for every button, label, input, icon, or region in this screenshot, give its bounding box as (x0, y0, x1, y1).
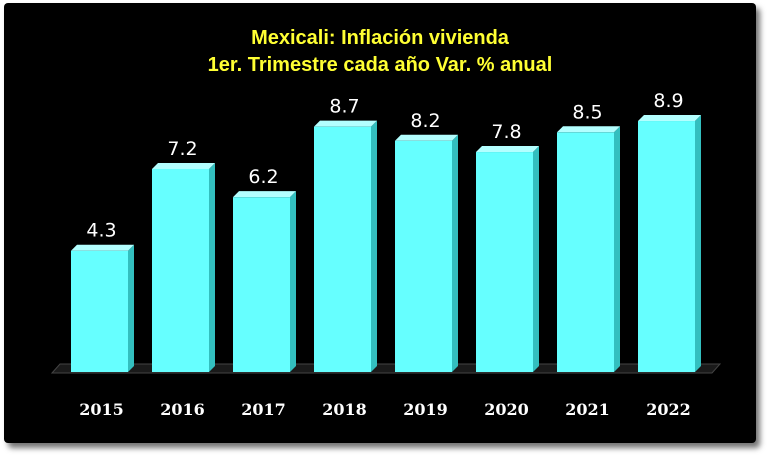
bar-front (152, 168, 209, 372)
bar-side (695, 115, 701, 373)
bar-front (638, 121, 695, 373)
chart-title: Mexicali: Inflación vivienda (251, 27, 509, 49)
value-label-2022: 8.9 (653, 90, 683, 112)
value-label-2021: 8.5 (572, 101, 602, 123)
bar-side (614, 126, 620, 372)
bar-side (371, 120, 377, 372)
x-tick-label-2016: 2016 (160, 400, 205, 419)
bar-front (395, 140, 452, 372)
bar-2016 (152, 162, 215, 372)
x-tick-label-2019: 2019 (403, 400, 448, 419)
x-tick-label-2022: 2022 (646, 400, 691, 419)
bar-side (290, 191, 296, 372)
bar-top (314, 120, 377, 127)
bar-2022 (638, 115, 701, 373)
x-tick-label-2018: 2018 (322, 400, 367, 419)
value-label-2020: 7.8 (491, 121, 521, 143)
x-tick-label-2020: 2020 (484, 400, 529, 419)
bar-top (557, 126, 620, 133)
bar-side (209, 162, 215, 372)
bar-front (314, 126, 371, 372)
bar-top (152, 162, 215, 169)
chart-floor (50, 363, 722, 374)
bar-top (71, 244, 134, 251)
x-tick-label-2021: 2021 (565, 400, 610, 419)
value-label-2015: 4.3 (86, 220, 116, 242)
bar-front (476, 152, 533, 372)
value-label-2019: 8.2 (410, 110, 440, 132)
x-tick-label-2017: 2017 (241, 400, 286, 419)
bar-top (638, 115, 701, 122)
bar-2015 (71, 244, 134, 372)
chart-title-block: Mexicali: Inflación vivienda 1er. Trimes… (4, 25, 756, 79)
bar-top (233, 191, 296, 198)
bar-top (476, 146, 539, 153)
bar-front (71, 250, 128, 372)
chart-frame: Mexicali: Inflación vivienda 1er. Trimes… (4, 3, 756, 443)
bar-side (452, 134, 458, 372)
value-label-2018: 8.7 (329, 96, 359, 118)
bar-2020 (476, 146, 539, 372)
value-label-2017: 6.2 (248, 166, 278, 188)
bar-2018 (314, 120, 377, 372)
chart-subtitle: 1er. Trimestre cada año Var. % anual (207, 54, 553, 76)
value-label-2016: 7.2 (167, 138, 197, 160)
bar-top (395, 134, 458, 141)
x-tick-label-2015: 2015 (79, 400, 124, 419)
bar-front (233, 197, 290, 372)
bar-side (533, 146, 539, 372)
bar-chart: 4.3 2015 7.2 2016 6.2 2017 8.7 2018 8.2 2019 7.8 20… (50, 90, 722, 419)
bar-2021 (557, 126, 620, 372)
bar-front (557, 132, 614, 372)
bar-side (128, 244, 134, 372)
bar-2017 (233, 191, 296, 372)
bar-2019 (395, 134, 458, 372)
